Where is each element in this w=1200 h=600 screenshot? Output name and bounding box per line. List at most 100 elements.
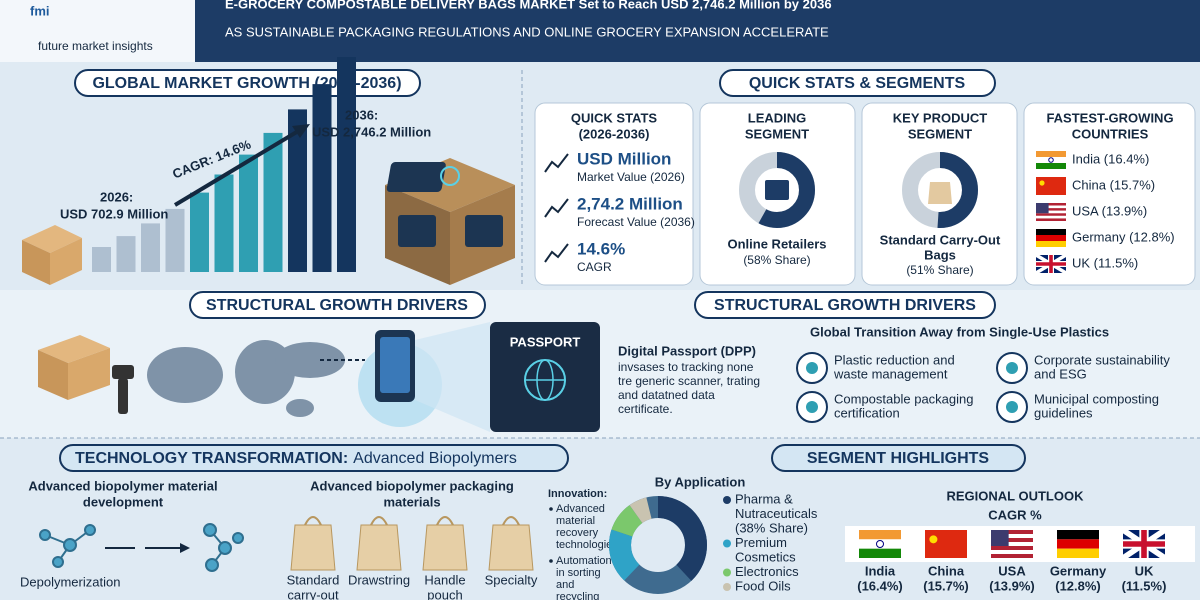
bullet (549, 559, 553, 563)
legend-dot (723, 583, 731, 591)
card-title: LEADING (748, 110, 807, 125)
innovation-text: and (556, 579, 574, 591)
innovation-title: Innovation: (548, 488, 607, 500)
stat-value: 14.6% (577, 239, 625, 258)
donut-arc (902, 152, 978, 228)
country: India (16.4%) (1072, 151, 1149, 166)
innovation-text: in sorting (556, 567, 601, 579)
flag (1057, 548, 1099, 558)
molecule-illustration (39, 523, 244, 572)
driver-icon (1006, 401, 1018, 413)
decor-polygon (38, 335, 110, 363)
decor-circle (440, 166, 460, 186)
stat-icon (544, 243, 569, 263)
decor-bar (263, 132, 283, 272)
start-value: USD 702.9 Million (60, 206, 168, 221)
flag (991, 546, 1033, 550)
flag (991, 550, 1033, 554)
innovation-text: technologies (556, 539, 618, 551)
trend-arrow (173, 128, 302, 207)
decor-bar (214, 174, 234, 272)
flag (1036, 215, 1066, 219)
card (534, 102, 694, 286)
heading-pill (771, 444, 1026, 472)
growth-bars (92, 57, 356, 273)
stat-label: CAGR (577, 260, 612, 274)
card-title: (2026-2036) (579, 126, 650, 141)
section-heading: SEGMENT HIGHLIGHTS (807, 450, 990, 467)
country: Germany (12.8%) (1072, 229, 1175, 244)
bag-label: pouch (427, 587, 462, 600)
flag (925, 530, 967, 558)
driver-icon (1006, 362, 1018, 374)
legend-share: (38% Share) (735, 520, 808, 535)
column-title: Advanced biopolymer material (28, 478, 217, 493)
dpp-line: certificate. (618, 402, 673, 416)
flag (991, 542, 1033, 546)
decor-ellipse (147, 347, 223, 403)
flag (1036, 241, 1066, 247)
header-band (0, 0, 1200, 62)
title: E-GROCERY COMPOSTABLE DELIVERY BAGS MARK… (225, 0, 832, 11)
legend-label: Cosmetics (735, 549, 796, 564)
bag-label: Handle (424, 572, 465, 587)
heading-rest: Advanced Biopolymers (353, 450, 517, 467)
card-title: COUNTRIES (1072, 126, 1149, 141)
box-icon (22, 225, 82, 285)
heading-bold: TECHNOLOGY TRANSFORMATION: (75, 450, 348, 467)
driver-text: waste management (833, 366, 948, 381)
column-title: development (83, 494, 164, 509)
caption: Depolymerization (20, 574, 120, 589)
bag-handle (502, 516, 520, 526)
start-label: 2026: (100, 189, 133, 204)
decor-bar (190, 192, 209, 272)
logo-subtitle: future market insights (38, 39, 153, 53)
bag-icon (928, 182, 952, 204)
flag (1036, 205, 1066, 209)
decor-circle (39, 529, 51, 541)
card-title: KEY PRODUCT (893, 110, 987, 125)
region-value: (12.8%) (1055, 578, 1101, 593)
region-value: (11.5%) (1122, 578, 1167, 593)
bag (290, 524, 336, 571)
legend-dot (723, 568, 731, 577)
section-heading: STRUCTURAL GROWTH DRIVERS (714, 297, 976, 314)
legend-label: Electronics (735, 564, 799, 579)
card-title: QUICK STATS (571, 110, 658, 125)
decor-polygon (22, 225, 82, 253)
bag-label: Standard (287, 572, 340, 587)
driver-text: certification (834, 405, 900, 420)
column-title: Advanced biopolymer packaging (310, 478, 514, 493)
card (1023, 102, 1196, 286)
legend-dot (723, 496, 731, 504)
flag (859, 539, 901, 549)
decor-circle (232, 532, 244, 544)
flag (929, 535, 938, 544)
flag (1036, 213, 1066, 216)
flag (1057, 530, 1099, 540)
subtitle: AS SUSTAINABLE PACKAGING REGULATIONS AND… (225, 24, 829, 39)
decor-circle (84, 524, 96, 536)
flag (1036, 203, 1066, 206)
legend-label: Pharma & (735, 491, 793, 506)
heading-pill (59, 444, 569, 472)
decor-polygon (415, 322, 490, 432)
country: China (15.7%) (1072, 177, 1155, 192)
arrow-head (292, 124, 310, 138)
innovation-text: Advanced (556, 503, 605, 515)
heading-pill (189, 291, 486, 319)
bullet (549, 507, 553, 511)
country: USA (13.9%) (1072, 203, 1147, 218)
dpp-line: tre generic scanner, trating (618, 374, 760, 388)
bag (356, 524, 402, 571)
flag (1048, 157, 1054, 163)
decor-bar (165, 208, 185, 272)
donuts (739, 152, 978, 228)
donut-segment (609, 496, 707, 594)
segment-name: Standard Carry-Out (880, 232, 1001, 247)
driver-text: Compostable packaging (834, 391, 973, 406)
region-value: (13.9%) (989, 578, 1035, 593)
